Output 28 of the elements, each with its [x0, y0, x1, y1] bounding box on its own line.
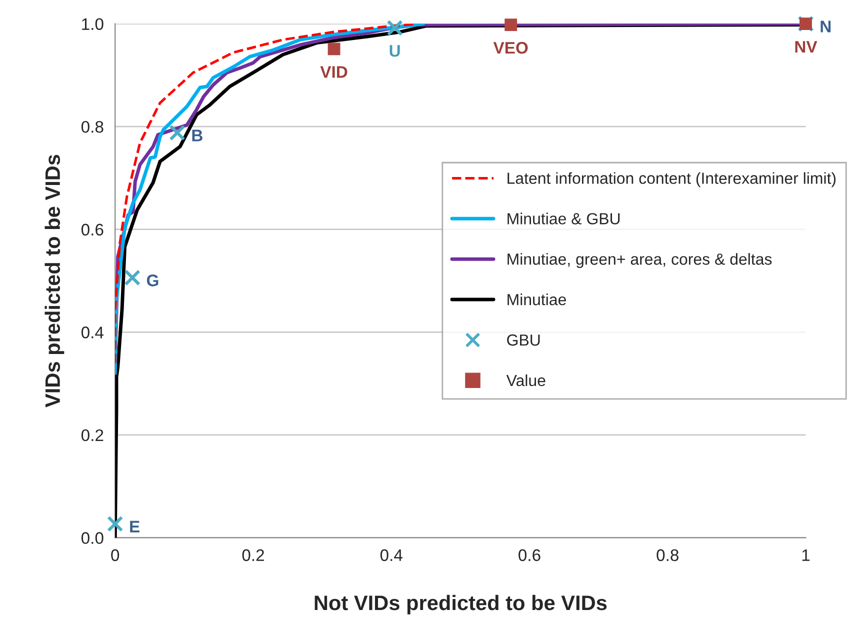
data-label: B	[192, 130, 202, 142]
legend-label: Minutiae & GBU	[508, 212, 620, 224]
y-tick-label: 0.8	[81, 120, 104, 133]
x-tick-label: 0	[111, 549, 120, 562]
x-tick-label: 0.4	[380, 549, 402, 562]
y-tick-label: 0.4	[81, 326, 104, 338]
data-label: N	[820, 20, 831, 32]
legend-label: Value	[506, 374, 546, 386]
legend-label: Latent information content (Interexaminer limit)	[508, 172, 836, 188]
x-tick-label: 0.8	[656, 549, 678, 562]
y-tick-label: 0.6	[81, 224, 104, 236]
data-label: NV	[795, 41, 818, 53]
y-tick-label: 0.2	[81, 429, 104, 442]
data-label: U	[390, 45, 400, 57]
y-axis-title: VIDs predicted to be VIDs	[44, 154, 64, 408]
x-tick-label: 1	[802, 549, 810, 561]
y-tick-label: 0.0	[81, 532, 104, 544]
x-tick-label: 0.6	[518, 549, 540, 562]
y-tick-label: 1.0	[82, 18, 104, 30]
data-label: E	[130, 520, 140, 532]
data-label: VID	[320, 66, 348, 78]
legend-label: Minutiae, green+ area, cores & deltas	[508, 253, 772, 268]
legend-label: Minutiae	[508, 294, 566, 306]
legend-label: GBU	[507, 334, 540, 346]
data-label: G	[146, 274, 158, 286]
x-axis-title: Not VIDs predicted to be VIDs	[314, 594, 607, 614]
x-tick-label: 0.2	[242, 549, 264, 562]
data-label: VEO	[493, 42, 528, 54]
